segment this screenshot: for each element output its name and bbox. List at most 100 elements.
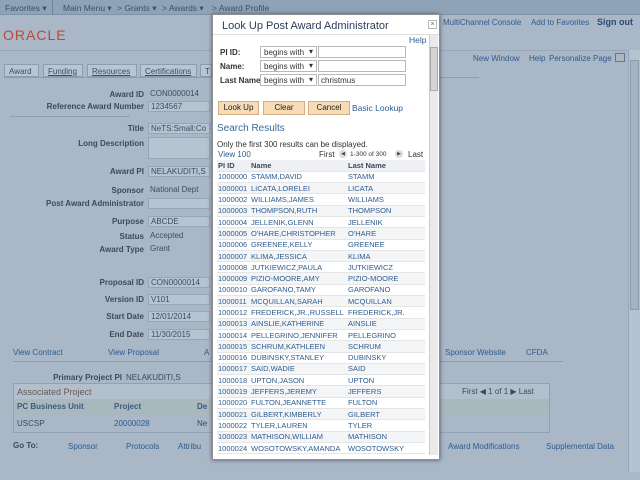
last-name-cell[interactable]: KLIMA bbox=[347, 250, 425, 263]
pi-id-cell[interactable]: 1000018 bbox=[217, 374, 250, 387]
title-input[interactable]: NeTS:Small:Co bbox=[148, 123, 210, 134]
breadcrumb-grants[interactable]: > Grants ▾ bbox=[117, 3, 157, 13]
pi-id-cell[interactable]: 1000017 bbox=[217, 363, 250, 376]
last-name-cell[interactable]: WILLIAMS bbox=[347, 193, 425, 206]
name-cell[interactable]: MATHISON,WILLIAM bbox=[250, 431, 347, 443]
pi-id-cell[interactable]: 1000006 bbox=[217, 239, 250, 251]
last-name-cell[interactable]: FULTON bbox=[347, 397, 425, 410]
page-scrollbar[interactable] bbox=[628, 50, 640, 472]
long-description-input[interactable] bbox=[148, 137, 210, 159]
tab-more[interactable]: T bbox=[200, 64, 212, 77]
name-cell[interactable]: PELLEGRINO,JENNIFER bbox=[250, 329, 347, 342]
table-row[interactable]: 1000002 WILLIAMS,JAMES WILLIAMS bbox=[217, 193, 425, 206]
look-up-button[interactable]: Look Up bbox=[218, 101, 259, 115]
project-link[interactable]: 20000028 bbox=[114, 419, 150, 428]
start-date-input[interactable]: 12/01/2014 bbox=[148, 311, 210, 322]
last-label[interactable]: Last bbox=[408, 150, 424, 159]
name-cell[interactable]: STAMM,DAVID bbox=[250, 171, 347, 184]
proposal-id-input[interactable]: CON0000014 bbox=[148, 277, 210, 288]
table-row[interactable]: 1000021 GILBERT,KIMBERLY GILBERT bbox=[217, 408, 425, 421]
clear-button[interactable]: Clear bbox=[263, 101, 305, 115]
pi-id-cell[interactable]: 1000009 bbox=[217, 272, 250, 285]
name-operator-select[interactable]: begins with bbox=[260, 60, 317, 72]
table-row[interactable]: 1000006 GREENEE,KELLY GREENEE bbox=[217, 239, 425, 251]
pi-id-cell[interactable]: 1000023 bbox=[217, 431, 250, 443]
sponsor-website-link[interactable]: Sponsor Website bbox=[445, 348, 506, 357]
name-cell[interactable]: UPTON,JASON bbox=[250, 374, 347, 387]
name-cell[interactable]: JUTKIEWICZ,PAULA bbox=[250, 261, 347, 274]
pi-id-cell[interactable]: 1000022 bbox=[217, 419, 250, 432]
last-name-cell[interactable]: GREENEE bbox=[347, 239, 425, 251]
table-row[interactable]: 1000019 JEFFERS,JEREMY JEFFERS bbox=[217, 385, 425, 398]
pi-id-cell[interactable]: 1000024 bbox=[217, 442, 250, 455]
table-row[interactable]: 1000013 AINSLIE,KATHERINE AINSLIE bbox=[217, 318, 425, 330]
table-row[interactable]: 1000007 KLIMA,JESSICA KLIMA bbox=[217, 250, 425, 263]
table-row[interactable]: 1000022 TYLER,LAUREN TYLER bbox=[217, 419, 425, 432]
multichannel-console-link[interactable]: MultiChannel Console bbox=[443, 18, 522, 27]
new-window-link[interactable]: New Window bbox=[473, 54, 520, 63]
name-cell[interactable]: SCHRUM,KATHLEEN bbox=[250, 340, 347, 353]
last-name-cell[interactable]: LICATA bbox=[347, 182, 425, 195]
last-name-cell[interactable]: AINSLIE bbox=[347, 318, 425, 330]
help-link[interactable]: Help bbox=[529, 54, 546, 63]
last-name-cell[interactable]: FREDERICK,JR. bbox=[347, 306, 425, 319]
last-name-cell[interactable]: WOSOTOWSKY bbox=[347, 442, 425, 455]
table-row[interactable]: 1000017 SAID,WADIE SAID bbox=[217, 363, 425, 376]
last-name-cell[interactable]: MCQUILLAN bbox=[347, 295, 425, 308]
name-cell[interactable]: LICATA,LORELEI bbox=[250, 182, 347, 195]
post-award-admin-input[interactable] bbox=[148, 198, 210, 209]
name-input[interactable] bbox=[318, 60, 406, 72]
pi-id-cell[interactable]: 1000000 bbox=[217, 171, 250, 184]
purpose-input[interactable]: ABCDE bbox=[148, 216, 210, 227]
table-row[interactable]: 1000003 THOMPSON,RUTH THOMPSON bbox=[217, 205, 425, 217]
basic-lookup-link[interactable]: Basic Lookup bbox=[352, 103, 404, 113]
last-name-cell[interactable]: GILBERT bbox=[347, 408, 425, 421]
last-name-cell[interactable]: GAROFANO bbox=[347, 284, 425, 297]
table-row[interactable]: 1000011 MCQUILLAN,SARAH MCQUILLAN bbox=[217, 295, 425, 308]
goto-protocols-link[interactable]: Protocols bbox=[126, 442, 160, 451]
pi-id-cell[interactable]: 1000015 bbox=[217, 340, 250, 353]
modal-scrollbar[interactable] bbox=[429, 35, 438, 455]
modal-help-link[interactable]: Help bbox=[409, 35, 427, 45]
last-name-operator-select[interactable]: begins with bbox=[260, 74, 317, 86]
tab-funding[interactable]: Funding bbox=[43, 64, 83, 77]
table-row[interactable]: 1000010 GAROFANO,TAMY GAROFANO bbox=[217, 284, 425, 297]
main-menu[interactable]: Main Menu ▾ bbox=[63, 3, 112, 13]
table-row[interactable]: 1000009 PIZIO-MOORE,AMY PIZIO-MOORE bbox=[217, 272, 425, 285]
table-row[interactable]: 1000012 FREDERICK,JR.,RUSSELL FREDERICK,JR… bbox=[217, 306, 425, 319]
sign-out-link[interactable]: Sign out bbox=[597, 17, 633, 27]
goto-attributes-link[interactable]: Attribu bbox=[178, 442, 202, 451]
name-cell[interactable]: SAID,WADIE bbox=[250, 363, 347, 376]
end-date-input[interactable]: 11/30/2015 bbox=[148, 329, 210, 340]
name-cell[interactable]: GILBERT,KIMBERLY bbox=[250, 408, 347, 421]
pi-id-operator-select[interactable]: begins with bbox=[260, 46, 317, 58]
next-icon[interactable]: ▶ bbox=[395, 150, 403, 158]
name-cell[interactable]: PIZIO-MOORE,AMY bbox=[250, 272, 347, 285]
last-name-cell[interactable]: JUTKIEWICZ bbox=[347, 261, 425, 274]
scroll-thumb[interactable] bbox=[430, 47, 438, 91]
goto-sponsor-link[interactable]: Sponsor bbox=[68, 442, 98, 451]
personalize-page-link[interactable]: Personalize Page bbox=[549, 54, 612, 63]
breadcrumb-award-profile[interactable]: > Award Profile bbox=[212, 3, 270, 13]
table-row[interactable]: 1000001 LICATA,LORELEI LICATA bbox=[217, 182, 425, 195]
pi-id-cell[interactable]: 1000012 bbox=[217, 306, 250, 319]
table-row[interactable]: 1000018 UPTON,JASON UPTON bbox=[217, 374, 425, 387]
col-header-last-name[interactable]: Last Name bbox=[347, 160, 425, 172]
name-cell[interactable]: AINSLIE,KATHERINE bbox=[250, 318, 347, 330]
table-row[interactable]: 1000014 PELLEGRINO,JENNIFER PELLEGRINO bbox=[217, 329, 425, 342]
table-row[interactable]: 1000000 STAMM,DAVID STAMM bbox=[217, 171, 425, 184]
pi-id-cell[interactable]: 1000020 bbox=[217, 397, 250, 410]
favorites-menu[interactable]: Favorites ▾ bbox=[5, 3, 47, 13]
name-cell[interactable]: FULTON,JEANNETTE bbox=[250, 397, 347, 410]
table-row[interactable]: 1000008 JUTKIEWICZ,PAULA JUTKIEWICZ bbox=[217, 261, 425, 274]
name-cell[interactable]: DUBINSKY,STANLEY bbox=[250, 352, 347, 364]
name-cell[interactable]: MCQUILLAN,SARAH bbox=[250, 295, 347, 308]
pi-id-cell[interactable]: 1000007 bbox=[217, 250, 250, 263]
pi-id-cell[interactable]: 1000002 bbox=[217, 193, 250, 206]
last-name-cell[interactable]: PIZIO-MOORE bbox=[347, 272, 425, 285]
tab-award[interactable]: Award bbox=[4, 64, 39, 77]
goto-award-modifications-link[interactable]: Award Modifications bbox=[448, 442, 520, 451]
cancel-button[interactable]: Cancel bbox=[308, 101, 350, 115]
pi-id-cell[interactable]: 1000014 bbox=[217, 329, 250, 342]
last-name-cell[interactable]: PELLEGRINO bbox=[347, 329, 425, 342]
